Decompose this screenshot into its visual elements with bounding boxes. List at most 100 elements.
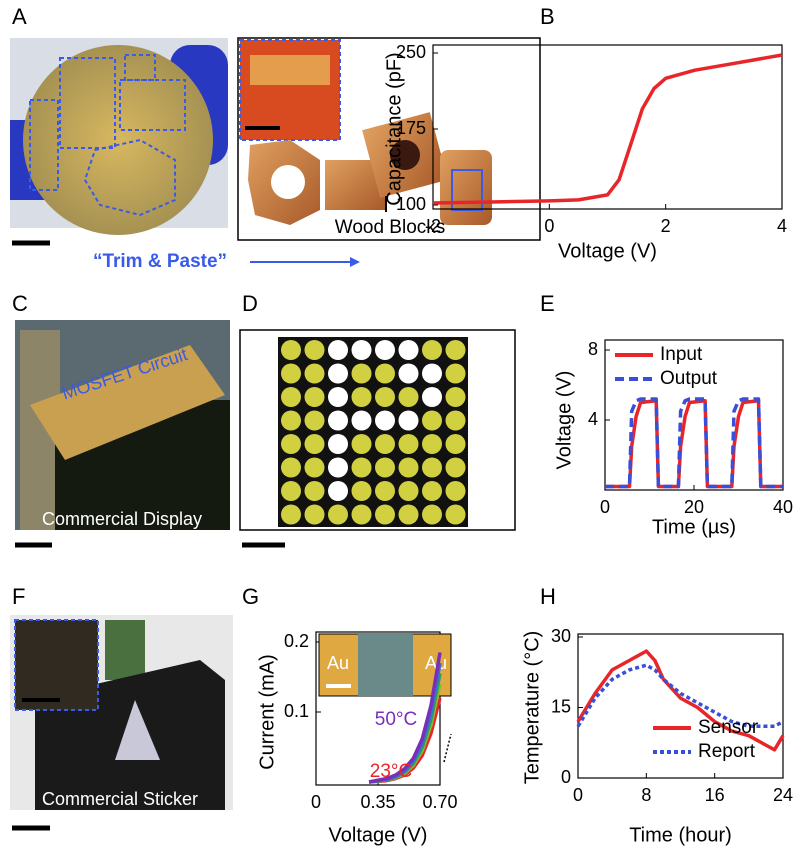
led xyxy=(375,340,395,360)
led xyxy=(351,410,372,431)
data-line xyxy=(576,663,784,729)
led xyxy=(398,504,419,525)
led xyxy=(445,481,466,501)
photo-wood-blocks xyxy=(237,37,541,241)
led xyxy=(351,340,372,360)
led xyxy=(304,410,325,431)
led xyxy=(351,387,372,407)
led xyxy=(375,457,395,478)
led xyxy=(281,340,301,360)
panel-letter: A xyxy=(12,4,27,29)
x-tick-label: -2 xyxy=(425,216,441,236)
y-tick-label: 30 xyxy=(551,626,571,646)
led xyxy=(445,340,466,360)
x-tick-label: 0.35 xyxy=(360,792,395,812)
led xyxy=(375,434,395,454)
y-tick-label: 0 xyxy=(561,767,571,787)
photo-wafer xyxy=(10,38,228,235)
led xyxy=(281,363,301,384)
x-tick-label: 0 xyxy=(600,497,610,517)
led xyxy=(281,457,301,478)
led xyxy=(304,481,325,501)
led xyxy=(398,387,419,407)
annotation-arrow xyxy=(443,733,452,763)
legend-label: Sensor xyxy=(698,717,759,738)
led xyxy=(304,363,325,384)
led xyxy=(398,457,419,478)
led xyxy=(422,504,442,525)
y-axis-label: Temperature (°C) xyxy=(521,631,543,785)
y-tick-label: 8 xyxy=(588,339,598,359)
led xyxy=(375,363,395,384)
x-tick-label: 4 xyxy=(777,216,787,236)
legend-label: Report xyxy=(698,741,756,762)
plot-frame xyxy=(432,44,783,210)
led xyxy=(422,363,442,384)
y-tick-label: 0.1 xyxy=(284,701,309,721)
led xyxy=(375,481,395,501)
led xyxy=(328,387,348,407)
arrow-head xyxy=(350,257,360,267)
led xyxy=(281,410,301,431)
y-tick-label: 15 xyxy=(551,696,571,716)
panel-letter: F xyxy=(12,584,25,609)
inset-photo-channel xyxy=(358,634,413,696)
led xyxy=(351,434,372,454)
data-line xyxy=(576,649,785,752)
led xyxy=(351,481,372,501)
y-axis-label: Capacitance (pF) xyxy=(383,52,405,205)
x-tick-label: 40 xyxy=(773,497,793,517)
led xyxy=(328,434,348,454)
led xyxy=(304,457,325,478)
x-tick-label: 8 xyxy=(641,785,651,805)
led xyxy=(398,481,419,501)
photo-label: “Trim & Paste” xyxy=(93,251,227,272)
inset-label: Au xyxy=(327,653,349,673)
y-tick-label: 0.2 xyxy=(284,631,309,651)
x-axis-label: Time (µs) xyxy=(652,516,736,538)
led xyxy=(281,481,301,501)
x-tick-label: 2 xyxy=(661,216,671,236)
photo-display xyxy=(15,320,230,530)
data-line xyxy=(432,53,783,205)
led xyxy=(375,504,395,525)
led xyxy=(375,410,395,431)
legend-label: Output xyxy=(660,368,718,389)
y-tick-label: 250 xyxy=(396,42,426,62)
x-tick-label: 0.70 xyxy=(422,792,457,812)
x-axis-label: Time (hour) xyxy=(629,824,732,846)
panel-letter: H xyxy=(540,584,556,609)
led xyxy=(422,434,442,454)
y-tick-label: 100 xyxy=(396,194,426,214)
led xyxy=(445,504,466,525)
led xyxy=(445,434,466,454)
x-axis-label: Voltage (V) xyxy=(329,824,428,846)
data-line xyxy=(368,652,442,784)
y-tick-label: 4 xyxy=(588,409,598,429)
x-tick-label: 0 xyxy=(573,785,583,805)
plot-frame xyxy=(577,633,784,779)
led xyxy=(445,410,466,431)
led xyxy=(304,387,325,407)
led xyxy=(422,340,442,360)
led xyxy=(328,457,348,478)
led xyxy=(328,340,348,360)
x-axis-label: Voltage (V) xyxy=(558,240,657,262)
led xyxy=(328,363,348,384)
legend-label: Input xyxy=(660,344,703,365)
led xyxy=(445,363,466,384)
panel-letter: B xyxy=(540,4,555,29)
led xyxy=(445,457,466,478)
annotation: 23°C xyxy=(370,761,412,782)
photo-led-matrix xyxy=(278,337,468,527)
x-tick-label: 16 xyxy=(705,785,725,805)
annotation: 50°C xyxy=(375,709,417,730)
led xyxy=(281,387,301,407)
panel-letter: E xyxy=(540,291,555,316)
panel-letter: G xyxy=(242,584,259,609)
led xyxy=(304,340,325,360)
x-tick-label: 24 xyxy=(773,785,793,805)
led xyxy=(398,363,419,384)
panel-letter: C xyxy=(12,291,28,316)
